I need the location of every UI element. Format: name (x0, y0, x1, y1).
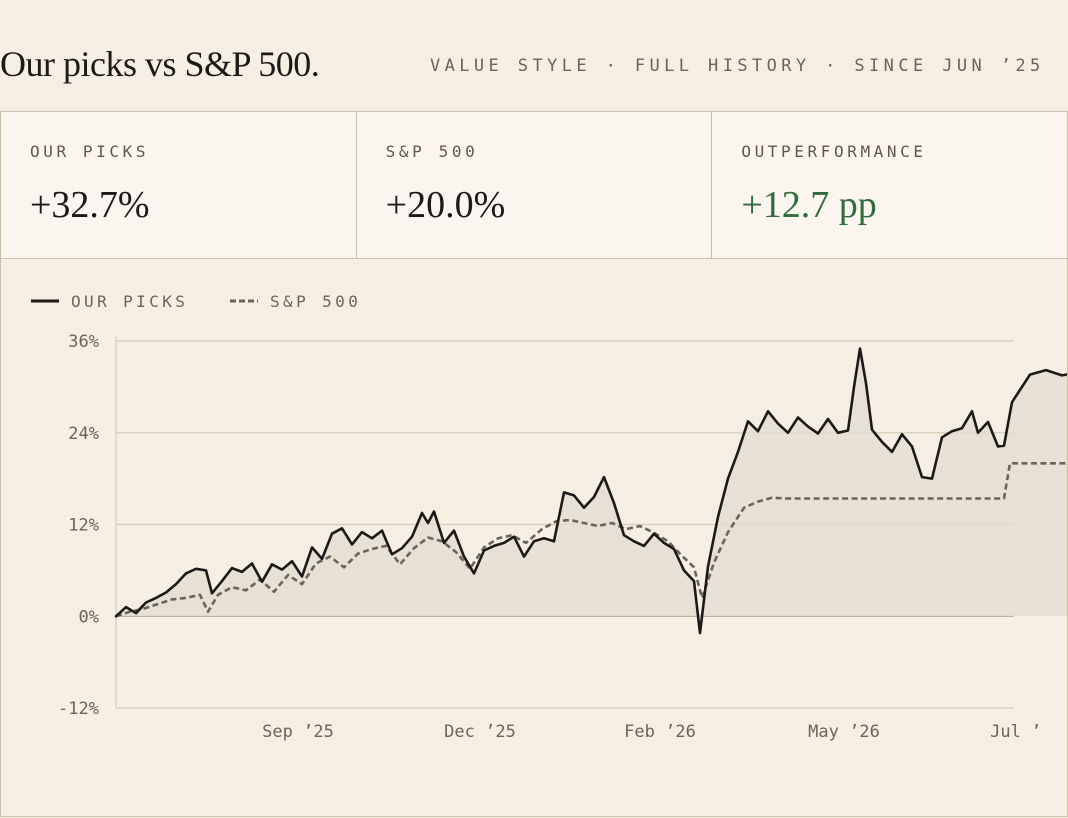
stat-label: OUTPERFORMANCE (741, 142, 927, 161)
stats-row: OUR PICKS +32.7% S&P 500 +20.0% OUTPERFO… (0, 111, 1068, 259)
page-title: Our picks vs S&P 500. (0, 44, 320, 84)
series-layer (114, 347, 1067, 635)
chart-panel: OUR PICKS S&P 500 36% 24% 12% 0% -12% Sep ’2… (0, 258, 1068, 817)
stat-our-picks: OUR PICKS +32.7% (1, 112, 356, 258)
x-tick-label: Sep ’25 (262, 722, 334, 742)
y-axis: 36% 24% 12% 0% -12% (58, 332, 99, 719)
page-subtitle: VALUE STYLE · FULL HISTORY · SINCE JUN ’… (430, 56, 1045, 76)
stat-value: +32.7% (30, 184, 150, 226)
series-line-our-picks (114, 347, 1067, 635)
x-tick-label: Jul ’26 (990, 722, 1062, 742)
y-tick-label: 24% (68, 424, 99, 444)
header: Our picks vs S&P 500. VALUE STYLE · FULL… (0, 0, 1068, 112)
area-layer (116, 348, 1067, 634)
legend-label-our-picks: OUR PICKS (71, 292, 188, 311)
stat-value: +12.7 pp (741, 184, 877, 226)
y-tick-label: 36% (68, 332, 99, 352)
legend: OUR PICKS S&P 500 (31, 292, 361, 311)
y-tick-label: -12% (58, 699, 99, 719)
y-tick-label: 12% (68, 516, 99, 536)
stat-value: +20.0% (385, 184, 506, 226)
legend-label-sp500: S&P 500 (270, 292, 361, 311)
x-tick-label: May ’26 (808, 722, 880, 742)
series-line-sp500 (115, 462, 1067, 618)
stat-sp500: S&P 500 +20.0% (355, 112, 712, 258)
area-fill-our-picks (116, 348, 1067, 634)
stat-outperformance: OUTPERFORMANCE +12.7 pp (711, 112, 1067, 258)
x-tick-label: Dec ’25 (444, 722, 516, 742)
y-tick-label: 0% (79, 607, 99, 627)
stat-label: S&P 500 (385, 142, 479, 161)
line-chart: OUR PICKS S&P 500 36% 24% 12% 0% -12% Sep ’2… (31, 292, 1067, 742)
stat-label: OUR PICKS (30, 142, 150, 161)
x-tick-label: Feb ’26 (624, 722, 696, 742)
